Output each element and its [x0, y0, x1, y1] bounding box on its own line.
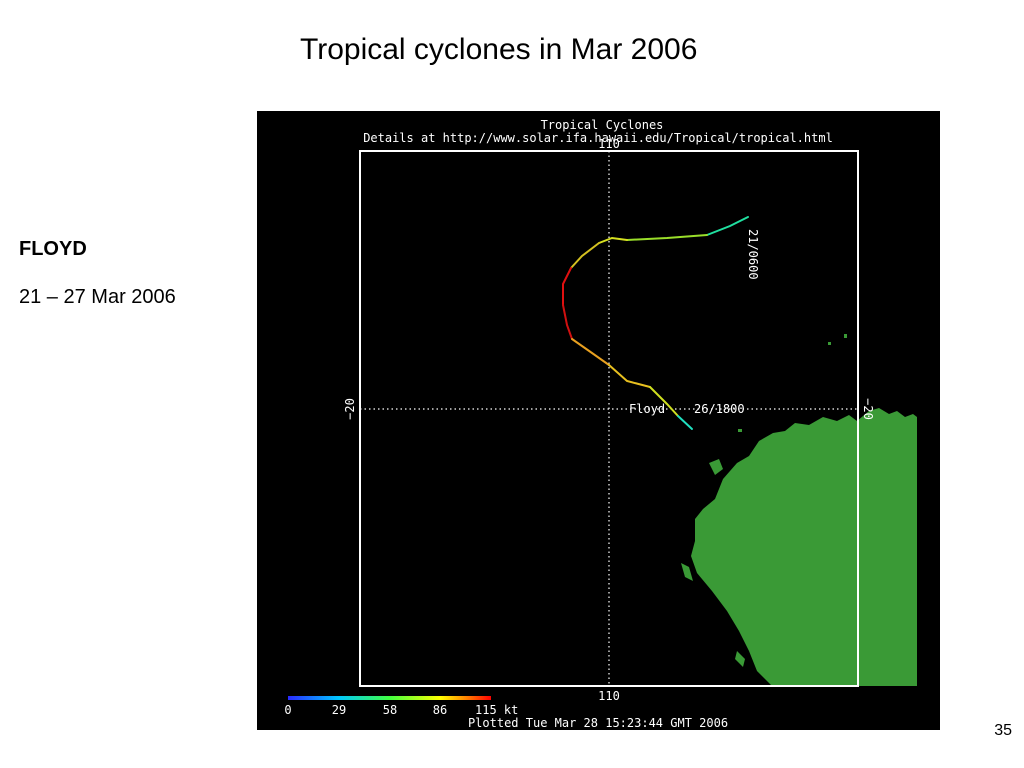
cyclone-track-map: Tropical Cyclones Details at http://www.… [257, 111, 940, 730]
colorbar-tick: 115 kt [475, 703, 518, 717]
track-start-label: 21/0600 [746, 229, 760, 280]
cyclone-track-floyd [562, 216, 749, 430]
land-australia [691, 408, 917, 686]
land-islet [828, 342, 831, 345]
colorbar-tick: 86 [433, 703, 447, 717]
colorbar-ticks: 0 29 58 86 115 kt [284, 703, 518, 717]
slide-title: Tropical cyclones in Mar 2006 [300, 33, 698, 66]
intensity-colorbar [288, 696, 491, 700]
land-islet [738, 429, 742, 432]
plotted-timestamp: Plotted Tue Mar 28 15:23:44 GMT 2006 [468, 716, 728, 730]
storm-date-range: 21 – 27 Mar 2006 [19, 286, 176, 308]
storm-name: FLOYD [19, 238, 87, 260]
colorbar-tick: 29 [332, 703, 346, 717]
land-islet [681, 563, 693, 581]
map-header-title: Tropical Cyclones [541, 118, 664, 132]
map-frame [359, 150, 859, 687]
map-header-details: Details at http://www.solar.ifa.hawaii.e… [363, 131, 833, 145]
colorbar-tick: 58 [383, 703, 397, 717]
track-end-label: Floyd 26/1800 [629, 402, 745, 416]
lon-label-top: 110 [598, 137, 620, 151]
lon-label-bottom: 110 [598, 689, 620, 703]
lat-label-right: −20 [861, 398, 875, 420]
page-number: 35 [994, 722, 1012, 739]
land-islet [709, 459, 723, 475]
land-islet [844, 334, 847, 338]
lat-label-left: −20 [343, 398, 357, 420]
land-islet [735, 651, 745, 667]
colorbar-tick: 0 [284, 703, 291, 717]
